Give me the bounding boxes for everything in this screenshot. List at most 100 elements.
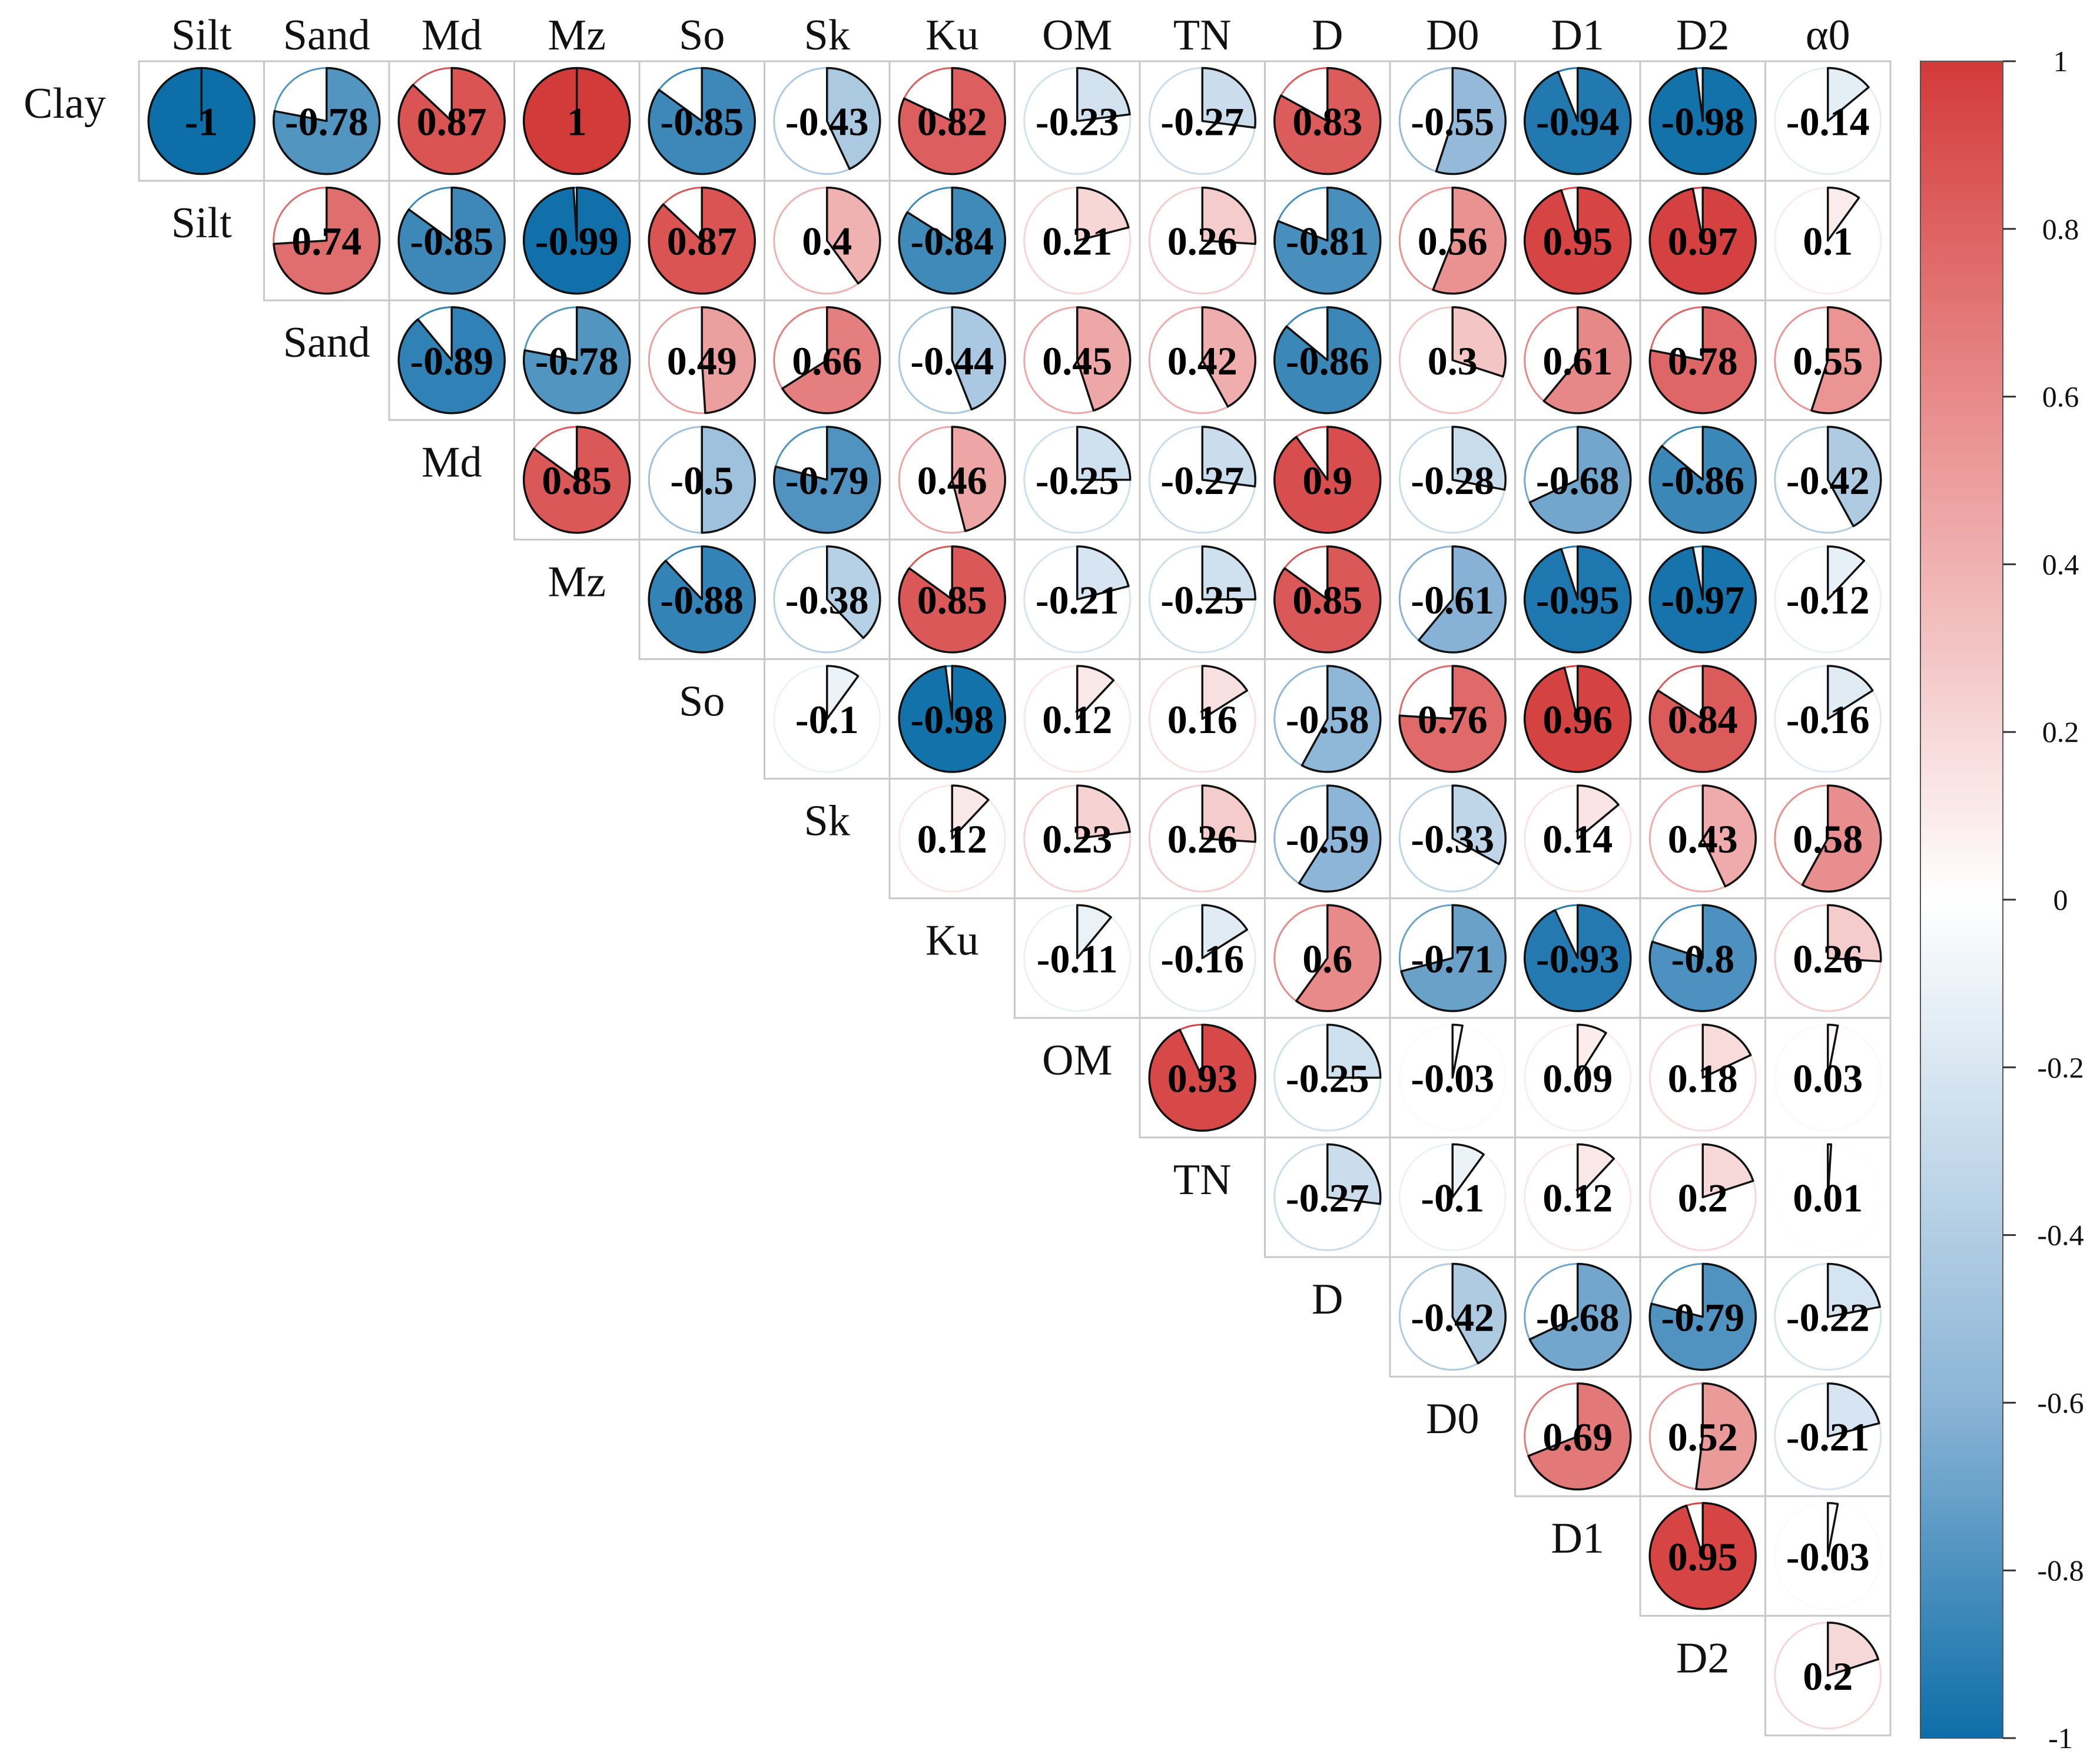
pie-slice (1201, 904, 1248, 959)
correlation-value-label: -0.11 (1037, 936, 1118, 981)
pie-slice (1273, 186, 1382, 295)
correlation-value-label: 0.43 (1668, 817, 1738, 861)
pie-slice (1076, 186, 1130, 242)
pie-slice (1524, 545, 1632, 654)
pie-slice (648, 67, 756, 175)
correlation-value-label: 0.61 (1542, 339, 1613, 383)
correlation-value-label: 0.6 (1302, 936, 1352, 981)
pie-slice (951, 306, 1006, 411)
column-label: Md (422, 11, 482, 59)
correlation-value-label: -0.44 (910, 339, 994, 383)
column-label: Sk (804, 11, 850, 59)
correlation-value-label: 0.26 (1167, 219, 1238, 264)
pie-slice (1827, 665, 1874, 720)
correlation-value-label: -0.86 (1661, 458, 1744, 503)
correlation-value-label: -0.42 (1411, 1295, 1494, 1340)
column-label: Silt (171, 11, 232, 59)
correlation-value-label: -0.03 (1411, 1056, 1494, 1100)
colorbar-tick-label: 0.8 (2042, 213, 2079, 246)
correlation-value-label: 0.26 (1167, 817, 1238, 861)
correlation-value-label: -0.81 (1286, 219, 1369, 264)
pie-slice (1648, 1502, 1757, 1610)
pie-slice (397, 67, 506, 175)
correlation-value-label: -0.86 (1286, 339, 1369, 383)
correlation-value-label: 0.85 (1292, 578, 1362, 622)
pie-slice (1432, 186, 1507, 295)
pie-slice (397, 186, 506, 295)
correlation-value-label: -0.16 (1160, 936, 1244, 981)
correlation-value-label: -0.78 (535, 339, 619, 383)
pie-slice (826, 665, 860, 720)
pie-slice (1827, 545, 1866, 601)
row-label: So (679, 678, 725, 726)
pie-slice (1295, 904, 1382, 1012)
colorbar-tick-label: 1 (2053, 45, 2068, 78)
correlation-value-label: -0.68 (1536, 1295, 1620, 1340)
pie-slice (1076, 426, 1132, 481)
pie-slice (1418, 545, 1507, 654)
pie-slice (773, 426, 881, 534)
correlation-value-label: -0.8 (1671, 936, 1734, 981)
correlation-value-label: -0.27 (1286, 1175, 1369, 1220)
correlation-value-label: 0.49 (667, 339, 737, 383)
correlation-value-label: -0.55 (1411, 100, 1494, 144)
correlation-value-label: 0.95 (1542, 219, 1613, 264)
pie-slice (1524, 904, 1632, 1012)
correlation-value-label: -0.85 (410, 219, 493, 264)
correlation-value-label: -0.99 (535, 219, 619, 264)
pie-slice (1827, 186, 1860, 242)
pie-slice (1201, 784, 1256, 843)
correlation-value-label: -0.14 (1786, 100, 1870, 144)
correlation-value-label: -0.78 (285, 100, 369, 144)
correlation-value-label: 0.85 (542, 458, 612, 503)
pie-slice (1528, 426, 1632, 534)
correlation-value-label: -0.1 (795, 697, 859, 742)
pie-slice (1451, 306, 1507, 378)
pie-slice (1801, 784, 1882, 893)
correlation-value-label: -0.21 (1036, 578, 1119, 622)
correlation-value-label: -0.85 (660, 100, 744, 144)
correlation-value-label: -1 (185, 100, 218, 144)
row-label: Md (422, 438, 482, 486)
pie-slice (1810, 306, 1882, 415)
column-label: D2 (1676, 11, 1729, 59)
pie-slice (1827, 1501, 1839, 1557)
pie-slice (1648, 545, 1757, 654)
pie-slice (1524, 186, 1632, 295)
row-label: Sand (283, 319, 370, 367)
colorbar-tick-label: -0.8 (2037, 1554, 2084, 1587)
pie-slice (1076, 306, 1132, 412)
correlation-value-label: -0.42 (1786, 458, 1870, 503)
pie-slice (1827, 1382, 1880, 1438)
correlation-value-label: 0.66 (792, 339, 862, 383)
colorbar-tick-label: -0.2 (2037, 1051, 2084, 1084)
pie-slice (951, 784, 990, 840)
correlation-value-label: -0.22 (1786, 1295, 1870, 1340)
correlation-value-label: 0.97 (1668, 219, 1738, 264)
correlation-value-label: 0.03 (1793, 1056, 1863, 1100)
pie-slice (1648, 1262, 1757, 1371)
correlation-value-label: 0.52 (1668, 1415, 1738, 1460)
pie-slice (523, 306, 631, 415)
pie-slice (1326, 1023, 1382, 1079)
pie-slice (1648, 186, 1757, 295)
pie-slice (1076, 904, 1112, 959)
pie-slice (1527, 1382, 1632, 1491)
pie-slice (701, 426, 756, 534)
pie-slice (1076, 784, 1131, 840)
column-label: So (679, 11, 725, 59)
correlation-value-label: -0.79 (785, 458, 869, 503)
correlation-value-label: -0.89 (410, 339, 493, 383)
pie-slice (1542, 306, 1632, 415)
pie-slice (1076, 67, 1131, 122)
pie-slice (826, 67, 881, 170)
correlation-value-label: 0.58 (1793, 817, 1863, 861)
pie-slice (1701, 784, 1757, 888)
pie-slice (898, 665, 1006, 773)
pie-slice (1577, 1143, 1615, 1199)
pie-slice (1201, 426, 1256, 488)
correlation-value-label: 0.1 (1803, 219, 1853, 264)
colorbar-tick-label: -1 (2048, 1722, 2073, 1755)
